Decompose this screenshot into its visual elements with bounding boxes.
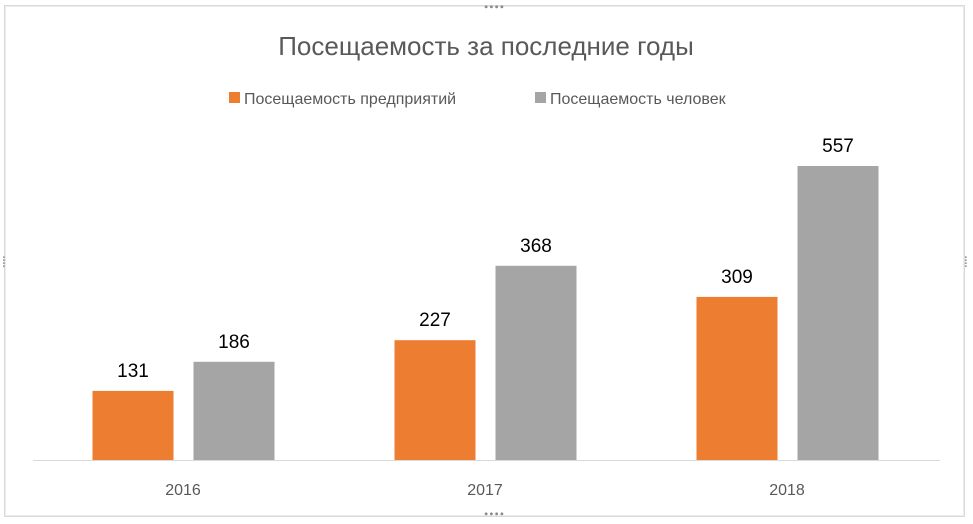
resize-handle-left[interactable]: ∙ ∙ ∙ ∙ xyxy=(2,254,6,270)
resize-handle-top[interactable]: ∙∙∙∙ xyxy=(483,2,505,13)
legend-swatch-enterprises xyxy=(229,92,240,103)
x-tick-labels-group: 2016 2017 2018 xyxy=(165,482,805,499)
bar-2018-series-0 xyxy=(696,296,778,460)
x-tick-label-2017: 2017 xyxy=(467,482,503,499)
data-label-2018-series-1: 557 xyxy=(822,136,854,157)
bar-2017-series-0 xyxy=(394,340,476,460)
bars-group xyxy=(92,166,879,460)
bar-2018-series-1 xyxy=(797,166,879,460)
data-label-2017-series-1: 368 xyxy=(520,236,552,257)
legend-label-people: Посещаемость человек xyxy=(550,91,727,108)
data-label-2016-series-1: 186 xyxy=(218,332,250,353)
x-tick-label-2018: 2018 xyxy=(769,482,805,499)
chart-title: Посещаемость за последние годы xyxy=(278,31,694,61)
data-label-2017-series-0: 227 xyxy=(419,310,451,331)
bar-2016-series-1 xyxy=(193,361,275,460)
data-labels-group: 131 186 227 368 309 557 xyxy=(117,136,854,382)
legend-label-enterprises: Посещаемость предприятий xyxy=(244,91,456,108)
bar-2017-series-1 xyxy=(495,265,577,460)
bar-2016-series-0 xyxy=(92,390,174,460)
data-label-2018-series-0: 309 xyxy=(721,267,753,288)
x-tick-label-2016: 2016 xyxy=(165,482,201,499)
legend: Посещаемость предприятий Посещаемость че… xyxy=(229,91,727,108)
data-label-2016-series-0: 131 xyxy=(117,361,149,382)
resize-handle-bottom[interactable]: ∙∙∙∙ xyxy=(483,509,505,520)
resize-handle-right[interactable]: ∙ ∙ ∙ ∙ xyxy=(964,254,968,270)
legend-swatch-people xyxy=(535,92,546,103)
